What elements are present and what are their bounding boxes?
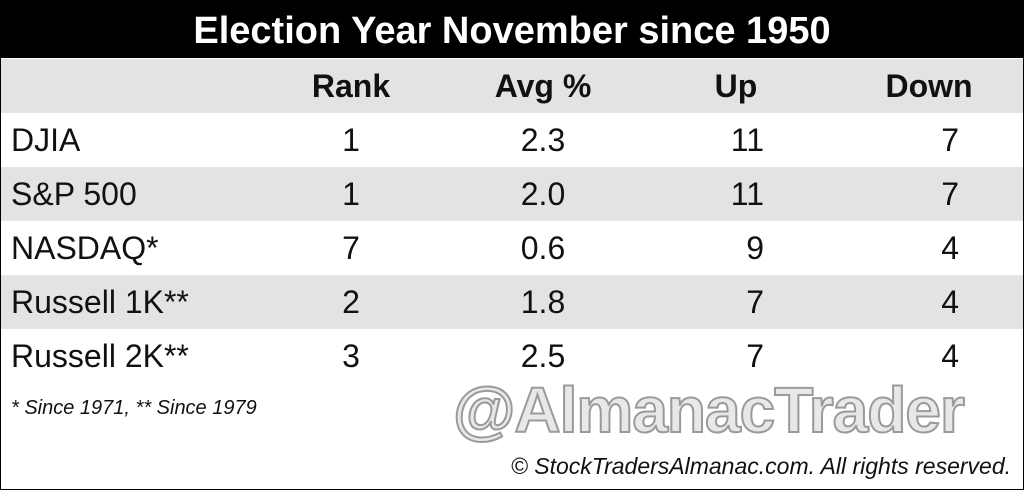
cell-value: 7 (342, 230, 360, 266)
cell-value: 4 (941, 284, 959, 320)
cell-value: 1 (342, 176, 360, 212)
cell-value: 9 (746, 230, 764, 266)
cell-value: 7 (746, 338, 764, 374)
watermark: @AlmanacTrader (452, 373, 966, 447)
row-band (1, 167, 1023, 221)
cell-value: 2.0 (520, 176, 566, 212)
cell-value: 4 (941, 230, 959, 266)
header-band (1, 59, 1023, 113)
cell-value: 11 (730, 122, 764, 158)
row-label: Russell 1K** (11, 284, 189, 320)
row-label: Russell 2K** (11, 338, 189, 374)
column-header: Avg % (494, 68, 592, 104)
row-label: S&P 500 (11, 176, 137, 212)
footnote: * Since 1971, ** Since 1979 (11, 397, 257, 419)
cell-value: 1.8 (520, 284, 566, 320)
cell-value: 1 (342, 122, 360, 158)
cell-value: 2.5 (520, 338, 566, 374)
cell-value: 3 (342, 338, 360, 374)
cell-value: 11 (730, 176, 764, 212)
row-label: NASDAQ* (11, 230, 159, 266)
cell-value: 7 (941, 122, 959, 158)
cell-value: 0.6 (520, 230, 566, 266)
column-header: Down (885, 68, 973, 104)
cell-value: 7 (941, 176, 959, 212)
cell-value: 4 (941, 338, 959, 374)
row-label: DJIA (11, 122, 81, 158)
cell-value: 7 (746, 284, 764, 320)
copyright: © StockTradersAlmanac.com. All rights re… (510, 453, 1011, 479)
cell-value: 2 (342, 284, 360, 320)
title: Election Year November since 1950 (1, 1, 1023, 58)
row-band (1, 275, 1023, 329)
column-header: Rank (311, 68, 391, 104)
column-header: Up (714, 68, 758, 104)
cell-value: 2.3 (520, 122, 566, 158)
